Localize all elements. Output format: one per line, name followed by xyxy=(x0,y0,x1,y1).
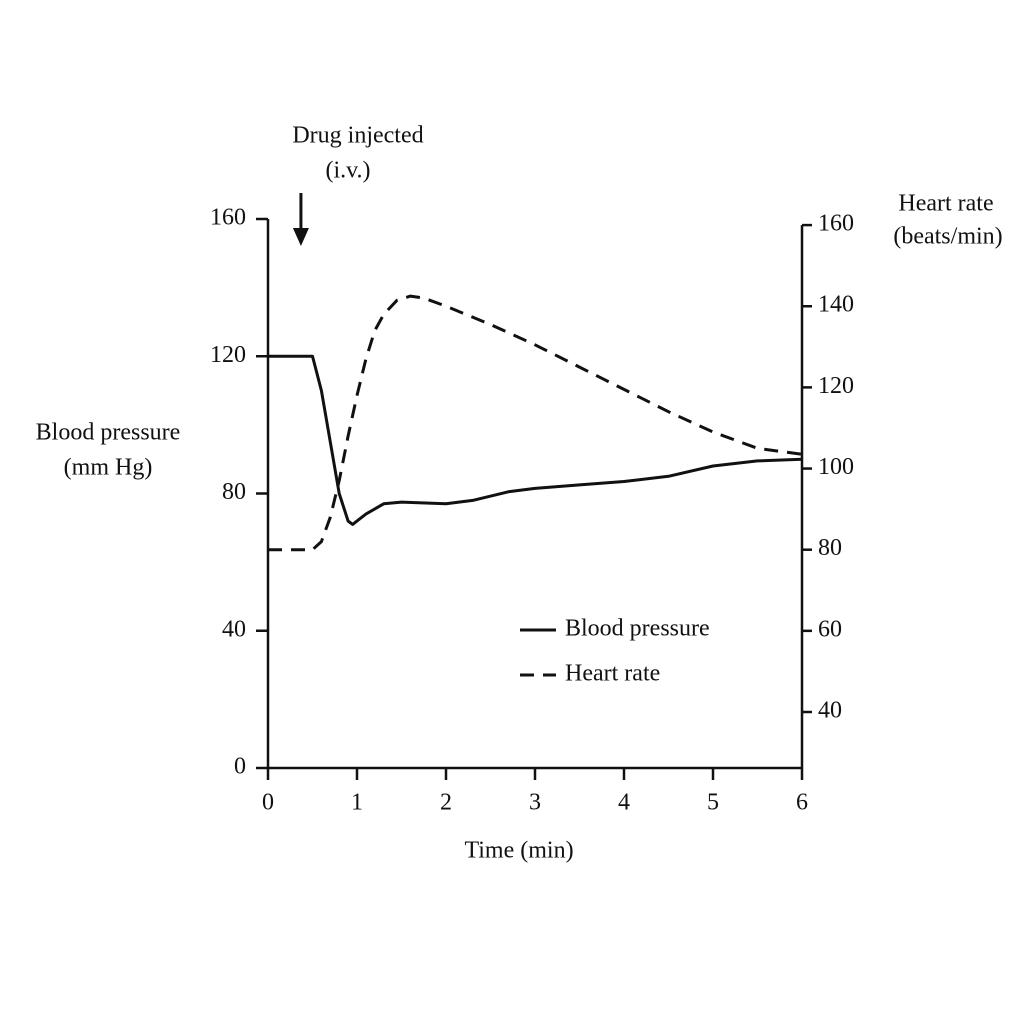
y2-tick-label: 120 xyxy=(818,373,854,399)
x-tick-label: 6 xyxy=(796,790,808,816)
y-axis-label: (mm Hg) xyxy=(64,455,153,481)
legend-label: Blood pressure xyxy=(565,616,710,642)
y-tick-label: 120 xyxy=(210,342,246,368)
y2-tick-label: 60 xyxy=(818,616,842,642)
y-tick-label: 160 xyxy=(210,205,246,231)
line-series xyxy=(268,354,803,526)
x-tick-label: 3 xyxy=(529,790,541,816)
x-axis-label: Time (min) xyxy=(464,838,573,864)
annotation-text: (i.v.) xyxy=(325,158,370,184)
annotation-arrowhead xyxy=(292,228,309,246)
y2-tick-label: 80 xyxy=(818,535,842,561)
legend-label: Heart rate xyxy=(565,661,660,687)
y2-tick-label: 160 xyxy=(818,211,854,237)
x-tick-label: 0 xyxy=(262,790,274,816)
x-tick-label: 4 xyxy=(618,790,630,816)
y-tick-label: 40 xyxy=(222,616,246,642)
x-tick-label: 2 xyxy=(440,790,452,816)
y-tick-label: 0 xyxy=(234,754,246,780)
y2-tick-label: 140 xyxy=(818,292,854,318)
line-series xyxy=(268,294,803,552)
annotation-text: Drug injected xyxy=(292,123,423,149)
y2-axis-label: Heart rate xyxy=(898,191,993,217)
y2-tick-label: 40 xyxy=(818,698,842,724)
y2-tick-label: 100 xyxy=(818,454,854,480)
y-tick-label: 80 xyxy=(222,479,246,505)
y2-axis-label: (beats/min) xyxy=(893,224,1002,250)
x-tick-label: 1 xyxy=(351,790,363,816)
y-axis-label: Blood pressure xyxy=(36,420,181,446)
x-tick-label: 5 xyxy=(707,790,719,816)
